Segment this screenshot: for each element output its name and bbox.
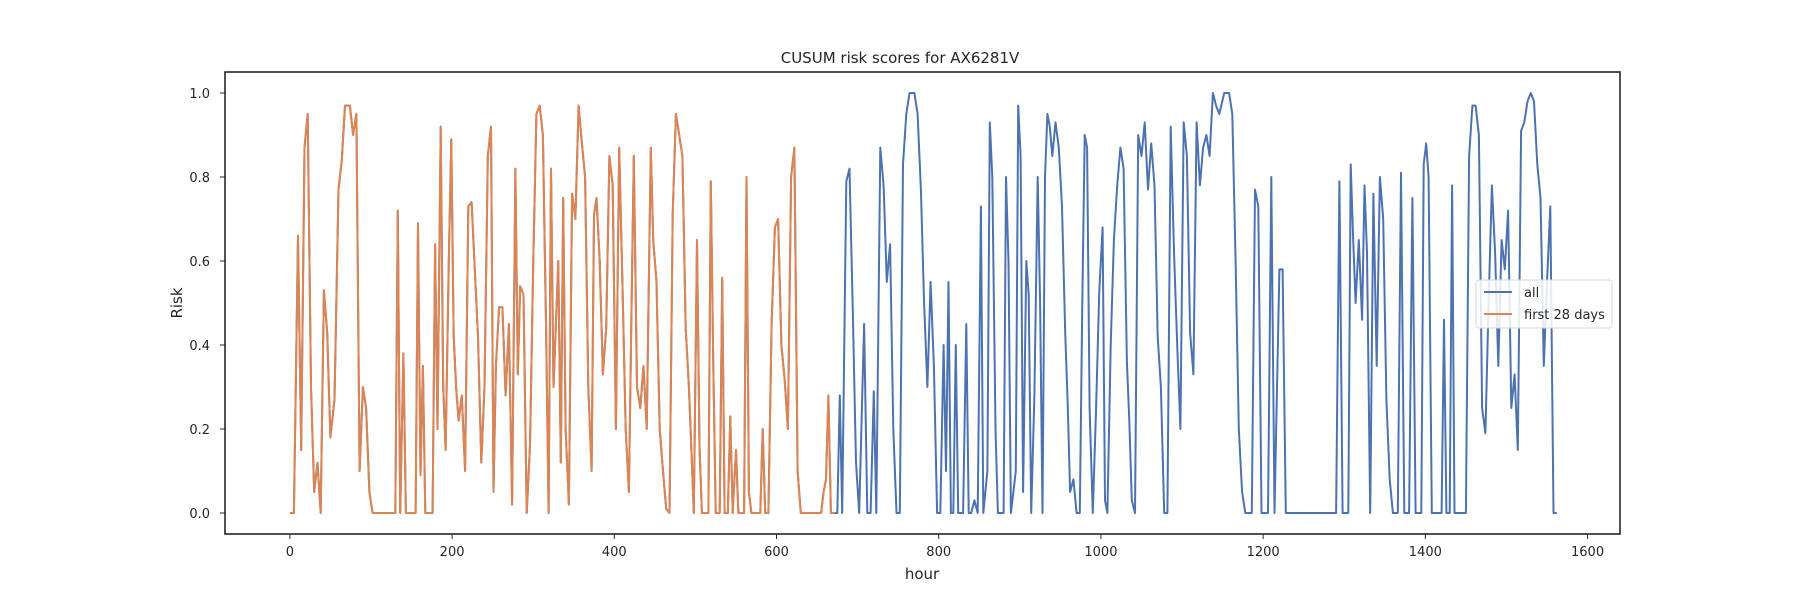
legend-label-all: all bbox=[1524, 286, 1539, 301]
series-line-first-28-days bbox=[289, 104, 835, 514]
y-tick-label: 0.0 bbox=[189, 507, 210, 522]
y-axis-ticks: 0.0 0.2 0.4 0.6 0.8 1.0 bbox=[189, 87, 225, 522]
y-tick-label: 0.2 bbox=[189, 423, 210, 438]
plot-frame bbox=[224, 71, 1621, 535]
x-tick-label: 0 bbox=[286, 545, 294, 560]
chart-title: CUSUM risk scores for AX6281V bbox=[781, 49, 1020, 67]
y-axis-label: Risk bbox=[168, 287, 186, 318]
legend-label-first-28-days: first 28 days bbox=[1524, 308, 1605, 323]
x-tick-label: 400 bbox=[602, 545, 627, 560]
y-tick-label: 0.8 bbox=[189, 171, 210, 186]
x-axis-label: hour bbox=[905, 565, 940, 583]
x-tick-label: 200 bbox=[440, 545, 465, 560]
x-tick-label: 600 bbox=[764, 545, 789, 560]
x-tick-label: 1000 bbox=[1084, 545, 1117, 560]
x-tick-label: 800 bbox=[926, 545, 951, 560]
y-tick-label: 0.6 bbox=[189, 255, 210, 270]
x-tick-label: 1600 bbox=[1571, 545, 1604, 560]
y-tick-label: 1.0 bbox=[189, 87, 210, 102]
legend: all first 28 days bbox=[1475, 279, 1613, 329]
x-axis-ticks: 0 200 400 600 800 1000 1200 1400 1600 bbox=[286, 534, 1604, 560]
x-tick-label: 1400 bbox=[1409, 545, 1442, 560]
x-tick-label: 1200 bbox=[1247, 545, 1280, 560]
y-tick-label: 0.4 bbox=[189, 339, 210, 354]
series-layer bbox=[289, 92, 1557, 514]
